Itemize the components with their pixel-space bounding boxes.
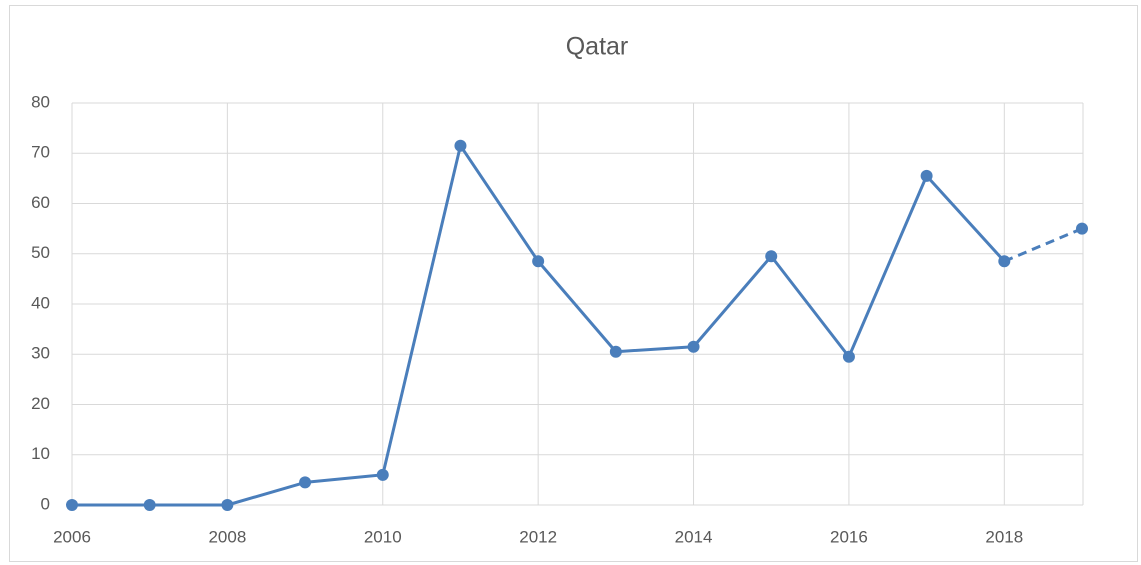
marker xyxy=(299,476,312,489)
marker xyxy=(920,169,933,182)
y-tick-label: 30 xyxy=(31,344,50,363)
marker xyxy=(1076,222,1088,235)
y-tick-label: 20 xyxy=(31,394,50,413)
x-tick-label: 2012 xyxy=(519,527,557,546)
marker xyxy=(609,345,622,358)
marker xyxy=(765,250,778,263)
y-tick-label: 0 xyxy=(41,494,50,513)
x-tick-label: 2006 xyxy=(53,527,91,546)
marker xyxy=(842,350,855,363)
x-tick-label: 2014 xyxy=(675,527,713,546)
marker xyxy=(221,499,234,511)
marker xyxy=(66,499,78,511)
y-tick-label: 10 xyxy=(31,444,50,463)
marker xyxy=(532,255,545,268)
y-tick-label: 80 xyxy=(31,92,50,111)
x-tick-label: 2018 xyxy=(985,527,1023,546)
marker xyxy=(454,139,467,152)
chart-title: Qatar xyxy=(566,33,629,61)
chart-border xyxy=(9,5,1138,562)
y-tick-label: 70 xyxy=(31,143,50,162)
y-tick-label: 50 xyxy=(31,243,50,262)
x-tick-label: 2016 xyxy=(830,527,868,546)
marker xyxy=(687,340,700,353)
marker xyxy=(143,499,156,511)
x-tick-label: 2008 xyxy=(208,527,246,546)
y-tick-label: 60 xyxy=(31,193,50,212)
y-tick-label: 40 xyxy=(31,293,50,312)
marker xyxy=(376,468,389,481)
marker xyxy=(998,255,1011,268)
x-tick-label: 2010 xyxy=(364,527,402,546)
